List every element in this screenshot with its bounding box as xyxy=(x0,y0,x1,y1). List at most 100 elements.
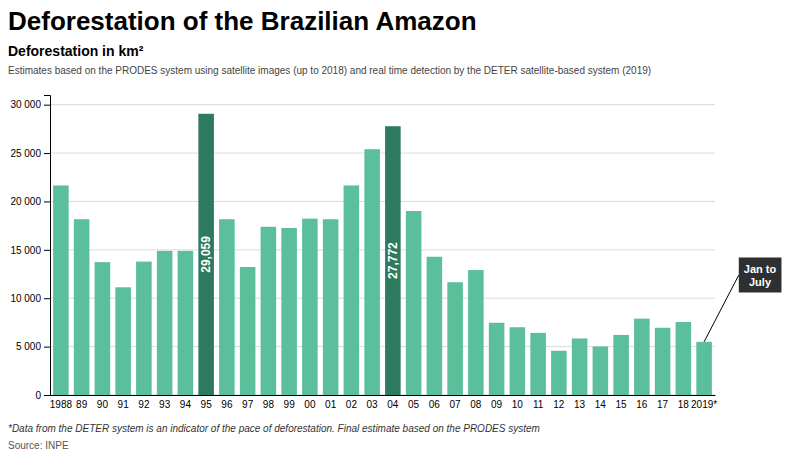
y-tick-mark xyxy=(44,298,50,299)
bar xyxy=(178,251,194,395)
x-tick: 96 xyxy=(221,395,233,410)
footnote: *Data from the DETER system is an indica… xyxy=(8,423,540,434)
y-tick-mark xyxy=(44,395,50,396)
bar xyxy=(447,282,463,395)
x-tick: 10 xyxy=(512,395,524,410)
bar xyxy=(74,219,90,395)
x-tick: 03 xyxy=(367,395,379,410)
x-tick: 95 xyxy=(201,395,213,410)
x-axis-line xyxy=(51,395,716,396)
y-tick: 20 000 xyxy=(10,196,50,207)
bar xyxy=(655,328,671,395)
bar xyxy=(427,257,443,395)
bar xyxy=(530,333,546,395)
bar xyxy=(406,211,422,395)
plot: 05 00010 00015 00020 00025 00030 0001988… xyxy=(10,96,781,411)
x-tick-label: 93 xyxy=(159,399,171,410)
annotation-box xyxy=(739,258,782,293)
grid-line xyxy=(50,153,715,154)
bar xyxy=(344,185,360,395)
x-tick-label: 90 xyxy=(97,399,109,410)
y-tick: 0 xyxy=(35,390,50,401)
x-tick: 93 xyxy=(159,395,171,410)
x-tick-label: 01 xyxy=(325,399,337,410)
bar xyxy=(219,219,235,395)
x-tick: 05 xyxy=(408,395,420,410)
bars xyxy=(53,114,712,395)
x-tick-label: 14 xyxy=(595,399,607,410)
x-tick: 04 xyxy=(387,395,399,410)
x-tick-label: 89 xyxy=(76,399,88,410)
x-tick-label: 12 xyxy=(553,399,565,410)
x-tick-label: 02 xyxy=(346,399,358,410)
y-tick: 15 000 xyxy=(10,245,50,256)
y-tick-label: 15 000 xyxy=(10,245,41,256)
bar xyxy=(593,346,609,395)
x-tick-label: 17 xyxy=(657,399,669,410)
bar xyxy=(572,338,588,395)
bar xyxy=(323,219,339,395)
x-tick: 97 xyxy=(242,395,254,410)
x-tick: 07 xyxy=(450,395,462,410)
description: Estimates based on the PRODES system usi… xyxy=(8,65,651,76)
x-tick-label: 16 xyxy=(636,399,648,410)
x-tick: 15 xyxy=(616,395,628,410)
bar xyxy=(489,323,505,395)
x-tick-label: 97 xyxy=(242,399,254,410)
bar xyxy=(385,126,401,395)
x-tick-label: 00 xyxy=(304,399,316,410)
y-tick: 25 000 xyxy=(10,148,50,159)
x-tick-label: 08 xyxy=(470,399,482,410)
y-tick-label: 10 000 xyxy=(10,293,41,304)
x-tick-label: 05 xyxy=(408,399,420,410)
y-axis: 0 5 000 10 000 15 000 20 000 25 000 30 000 xyxy=(10,96,50,401)
bar xyxy=(240,267,256,395)
x-tick: 94 xyxy=(180,395,192,410)
grid-line xyxy=(50,249,715,250)
bar xyxy=(696,342,712,395)
annotation: Jan toJuly xyxy=(704,258,781,342)
value-label: 29,059 xyxy=(199,236,213,273)
y-tick: 10 000 xyxy=(10,293,50,304)
annotation-text: Jan toJuly xyxy=(744,263,777,288)
x-axis: 1988899091929394959697989900010203040506… xyxy=(50,395,718,410)
y-tick-label: 30 000 xyxy=(10,99,41,110)
x-tick: 2019* xyxy=(691,395,717,410)
grid-line xyxy=(50,104,715,105)
x-tick-label: 98 xyxy=(263,399,275,410)
x-tick-label: 11 xyxy=(533,399,544,410)
subtitle: Deforestation in km² xyxy=(8,43,144,59)
y-tick-mark xyxy=(44,201,50,202)
bar xyxy=(510,327,526,395)
bar xyxy=(468,270,484,395)
bar xyxy=(157,251,173,395)
y-tick: 30 000 xyxy=(10,99,50,110)
x-tick-label: 91 xyxy=(118,399,130,410)
bar xyxy=(281,228,297,395)
x-tick-label: 2019* xyxy=(691,399,717,410)
x-tick-label: 15 xyxy=(616,399,628,410)
y-axis-line xyxy=(44,96,51,396)
x-tick: 1988 xyxy=(50,395,73,410)
x-tick: 01 xyxy=(325,395,337,410)
bar xyxy=(676,322,692,395)
y-tick-label: 0 xyxy=(35,390,41,401)
value-labels: 29,05927,772 xyxy=(199,236,400,279)
x-tick-label: 06 xyxy=(429,399,441,410)
x-tick: 91 xyxy=(118,395,130,410)
bar xyxy=(261,227,277,395)
grid-line xyxy=(50,201,715,202)
x-tick: 16 xyxy=(636,395,648,410)
x-tick: 14 xyxy=(595,395,607,410)
x-tick-label: 95 xyxy=(201,399,213,410)
x-tick-label: 99 xyxy=(284,399,296,410)
x-tick-label: 10 xyxy=(512,399,524,410)
x-tick-label: 09 xyxy=(491,399,503,410)
annotation-line xyxy=(704,275,739,342)
x-tick-label: 13 xyxy=(574,399,586,410)
x-tick: 06 xyxy=(429,395,441,410)
x-tick-label: 18 xyxy=(678,399,690,410)
bar xyxy=(364,149,380,395)
x-tick: 18 xyxy=(678,395,690,410)
y-tick-label: 5 000 xyxy=(16,341,41,352)
